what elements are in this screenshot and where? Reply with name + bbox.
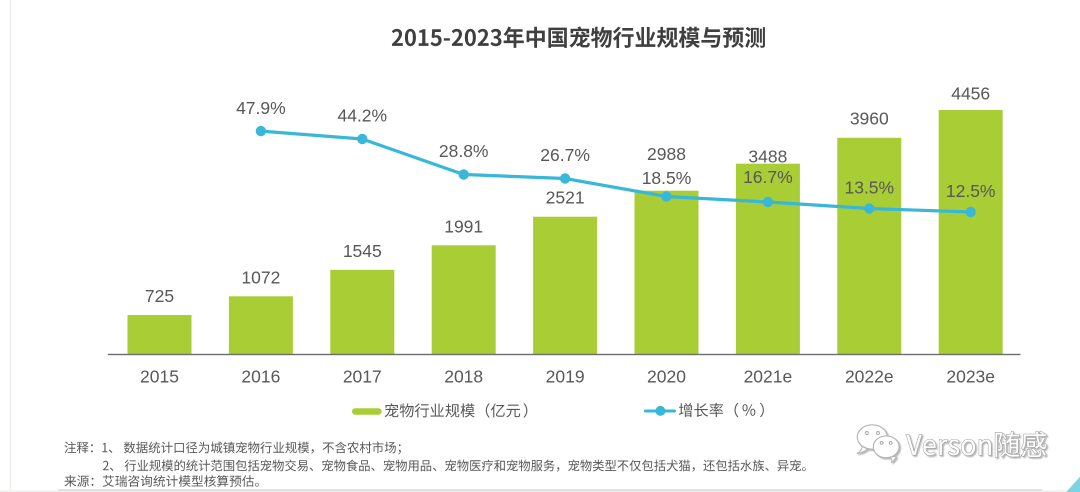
svg-text:13.5%: 13.5% [844, 178, 894, 198]
svg-text:3960: 3960 [850, 108, 889, 128]
svg-text:1991: 1991 [444, 216, 483, 236]
svg-text:16.7%: 16.7% [743, 167, 793, 187]
svg-text:4456: 4456 [951, 84, 990, 104]
svg-text:28.8%: 28.8% [439, 141, 489, 161]
svg-text:12.5%: 12.5% [946, 181, 996, 201]
svg-text:44.2%: 44.2% [337, 106, 387, 126]
svg-text:18.5%: 18.5% [642, 168, 692, 188]
svg-text:1072: 1072 [241, 267, 280, 287]
svg-text:2022e: 2022e [845, 366, 894, 386]
svg-text:2016: 2016 [241, 366, 280, 386]
svg-text:1545: 1545 [343, 241, 382, 261]
svg-text:2015: 2015 [140, 366, 179, 386]
svg-text:2988: 2988 [647, 144, 686, 164]
svg-text:2020: 2020 [647, 366, 686, 386]
svg-text:2521: 2521 [546, 188, 585, 208]
svg-text:2019: 2019 [546, 366, 585, 386]
svg-text:2018: 2018 [444, 366, 483, 386]
svg-text:47.9%: 47.9% [236, 98, 286, 118]
svg-text:725: 725 [145, 286, 174, 306]
svg-text:2023e: 2023e [946, 366, 995, 386]
svg-text:2021e: 2021e [744, 366, 793, 386]
svg-text:3488: 3488 [748, 147, 787, 167]
svg-text:26.7%: 26.7% [540, 145, 590, 165]
svg-text:2017: 2017 [343, 366, 382, 386]
